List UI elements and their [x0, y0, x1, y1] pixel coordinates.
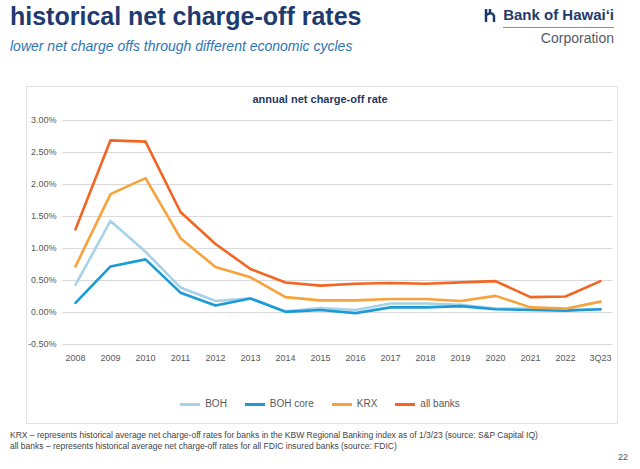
svg-text:2013: 2013	[240, 353, 260, 363]
svg-text:2018: 2018	[415, 353, 435, 363]
html-text:historical net charge-off rate: historical net charge-off rates	[10, 2, 362, 30]
html-text:annual net charge-off rate: annual net charge-off rate	[252, 93, 388, 105]
svg-text:-0.50%: -0.50%	[28, 339, 57, 349]
html-text:all banks: all banks	[420, 398, 460, 409]
svg-text:2014: 2014	[275, 353, 295, 363]
svg-text:2016: 2016	[345, 353, 365, 363]
svg-text:3.00%: 3.00%	[31, 115, 57, 125]
svg-text:2012: 2012	[205, 353, 225, 363]
svg-text:2.00%: 2.00%	[31, 179, 57, 189]
html-text:KRX – represents historical av: KRX – represents historical average net …	[10, 430, 538, 440]
html-text:BOH: BOH	[205, 398, 227, 409]
html-text:KRX: KRX	[356, 398, 378, 409]
svg-text:2015: 2015	[310, 353, 330, 363]
svg-text:2008: 2008	[65, 353, 85, 363]
html-text:Corporation: Corporation	[540, 30, 614, 46]
svg-text:2009: 2009	[100, 353, 120, 363]
html-text:lower net charge offs through: lower net charge offs through different …	[10, 38, 353, 54]
svg-text:2021: 2021	[520, 353, 540, 363]
svg-text:2020: 2020	[485, 353, 505, 363]
svg-text:1.00%: 1.00%	[31, 243, 57, 253]
svg-text:2011: 2011	[171, 353, 190, 363]
html-text:all banks – represents histori: all banks – represents historical averag…	[10, 441, 397, 451]
svg-text:2010: 2010	[135, 353, 155, 363]
html-text:22: 22	[618, 452, 628, 462]
svg-text:2017: 2017	[380, 353, 400, 363]
svg-text:0.00%: 0.00%	[31, 307, 57, 317]
svg-text:2022: 2022	[555, 353, 575, 363]
svg-text:2.50%: 2.50%	[31, 147, 57, 157]
html-text:BOH core: BOH core	[269, 398, 314, 409]
svg-text:0.50%: 0.50%	[31, 275, 57, 285]
html-text:Bank of Hawaiʻi: Bank of Hawaiʻi	[503, 6, 614, 23]
svg-text:2019: 2019	[450, 353, 470, 363]
svg-text:3Q23: 3Q23	[589, 353, 611, 363]
svg-text:1.50%: 1.50%	[31, 211, 57, 221]
